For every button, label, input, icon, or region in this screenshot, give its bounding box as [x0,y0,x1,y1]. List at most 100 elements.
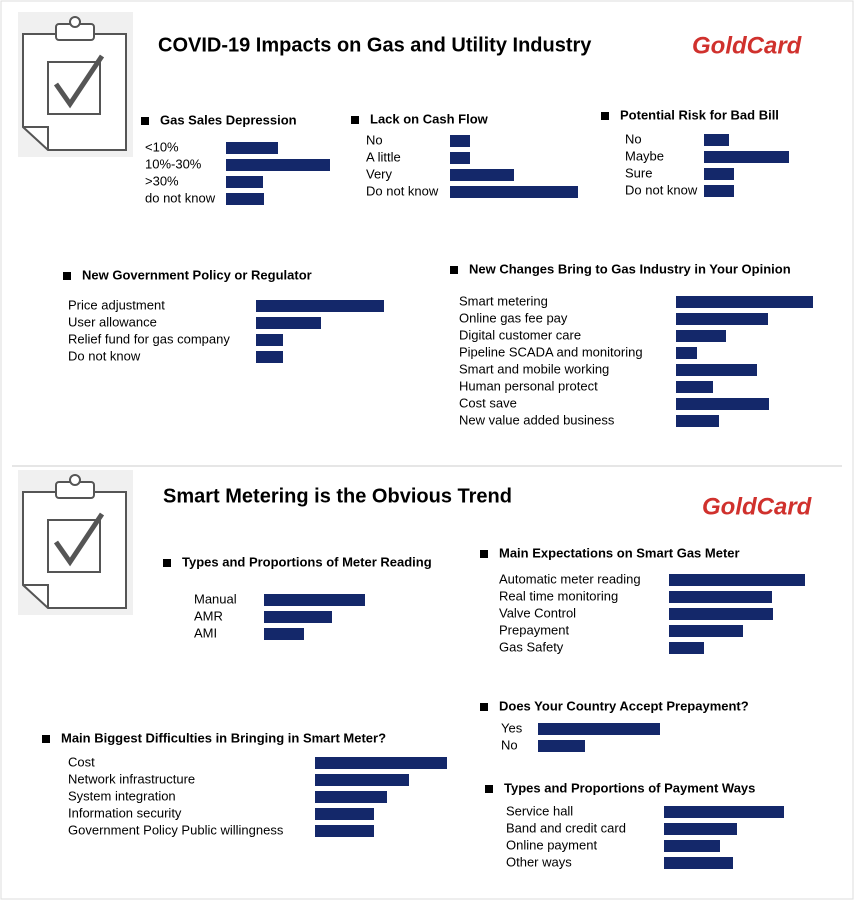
category-label: Do not know [366,183,439,198]
bar [450,152,470,164]
bar [315,791,387,803]
icon-clip-hole [69,16,81,28]
category-label: No [501,737,518,752]
icon-box [47,519,101,573]
icon-check [53,54,105,109]
category-label: Service hall [506,803,573,818]
category-label: Government Policy Public willingness [68,822,284,837]
bar [450,135,470,147]
bullet [63,272,71,280]
bar [264,611,332,623]
bar [704,168,734,180]
bar [664,840,720,852]
bar [664,857,733,869]
category-label: Cost [68,754,95,769]
category-label: Human personal protect [459,378,598,393]
bar [538,723,660,735]
bar [315,774,409,786]
category-label: Prepayment [499,622,569,637]
category-label: A little [366,149,401,164]
bar [676,330,726,342]
bar [669,591,772,603]
category-label: Information security [68,805,182,820]
category-label: Digital customer care [459,327,581,342]
bar [676,398,769,410]
bullet [480,550,488,558]
bullet [601,112,609,120]
category-label: Online payment [506,837,597,852]
clipboard-icon [18,470,133,615]
bar [704,134,729,146]
bullet [42,735,50,743]
category-label: Sure [625,165,652,180]
category-label: Very [366,166,393,181]
category-label: User allowance [68,314,157,329]
category-label: Maybe [625,148,664,163]
bar [676,364,757,376]
logo: GoldCard [702,493,813,520]
bullet [480,703,488,711]
chart-title: New Changes Bring to Gas Industry in You… [469,261,791,276]
category-label: AMI [194,625,217,640]
bar [256,300,384,312]
bar [538,740,585,752]
bar [450,186,578,198]
bar [704,151,789,163]
category-label: 10%-30% [145,156,202,171]
chart-title: Main Expectations on Smart Gas Meter [499,545,740,560]
category-label: Smart and mobile working [459,361,609,376]
chart-title: Types and Proportions of Meter Reading [182,554,432,569]
chart-title: Gas Sales Depression [160,112,297,127]
section-title: COVID-19 Impacts on Gas and Utility Indu… [158,34,592,56]
bar [676,313,768,325]
category-label: New value added business [459,412,615,427]
bar [669,625,743,637]
bar [256,317,321,329]
category-label: Automatic meter reading [499,571,641,586]
bar [256,351,283,363]
chart-title: Types and Proportions of Payment Ways [504,780,755,795]
bar [676,415,719,427]
category-label: Cost save [459,395,517,410]
bar [704,185,734,197]
icon-fold [23,584,49,608]
category-label: Pipeline SCADA and monitoring [459,344,643,359]
category-label: >30% [145,173,179,188]
category-label: AMR [194,608,223,623]
icon-check [53,512,105,567]
category-label: Price adjustment [68,297,165,312]
bar [264,594,365,606]
bar [676,296,813,308]
bar [226,176,263,188]
category-label: Gas Safety [499,639,564,654]
category-label: Manual [194,591,237,606]
category-label: Do not know [625,182,698,197]
bar [669,642,704,654]
section-title: Smart Metering is the Obvious Trend [163,485,512,507]
bullet [351,116,359,124]
category-label: Other ways [506,854,572,869]
bar [676,347,697,359]
bar [315,825,374,837]
category-label: do not know [145,190,216,205]
chart-title: Potential Risk for Bad Bill [620,107,779,122]
category-label: System integration [68,788,176,803]
bullet [450,266,458,274]
icon-clip-hole [69,474,81,486]
bar [669,574,805,586]
category-label: Band and credit card [506,820,626,835]
bar [226,193,264,205]
bullet [141,117,149,125]
category-label: Valve Control [499,605,576,620]
clipboard-icon [18,12,133,157]
category-label: Yes [501,720,523,735]
chart-title: Lack on Cash Flow [370,111,489,126]
category-label: Online gas fee pay [459,310,568,325]
bar [256,334,283,346]
category-label: Network infrastructure [68,771,195,786]
logo: GoldCard [692,32,803,59]
icon-box [47,61,101,115]
category-label: Smart metering [459,293,548,308]
bar [664,806,784,818]
